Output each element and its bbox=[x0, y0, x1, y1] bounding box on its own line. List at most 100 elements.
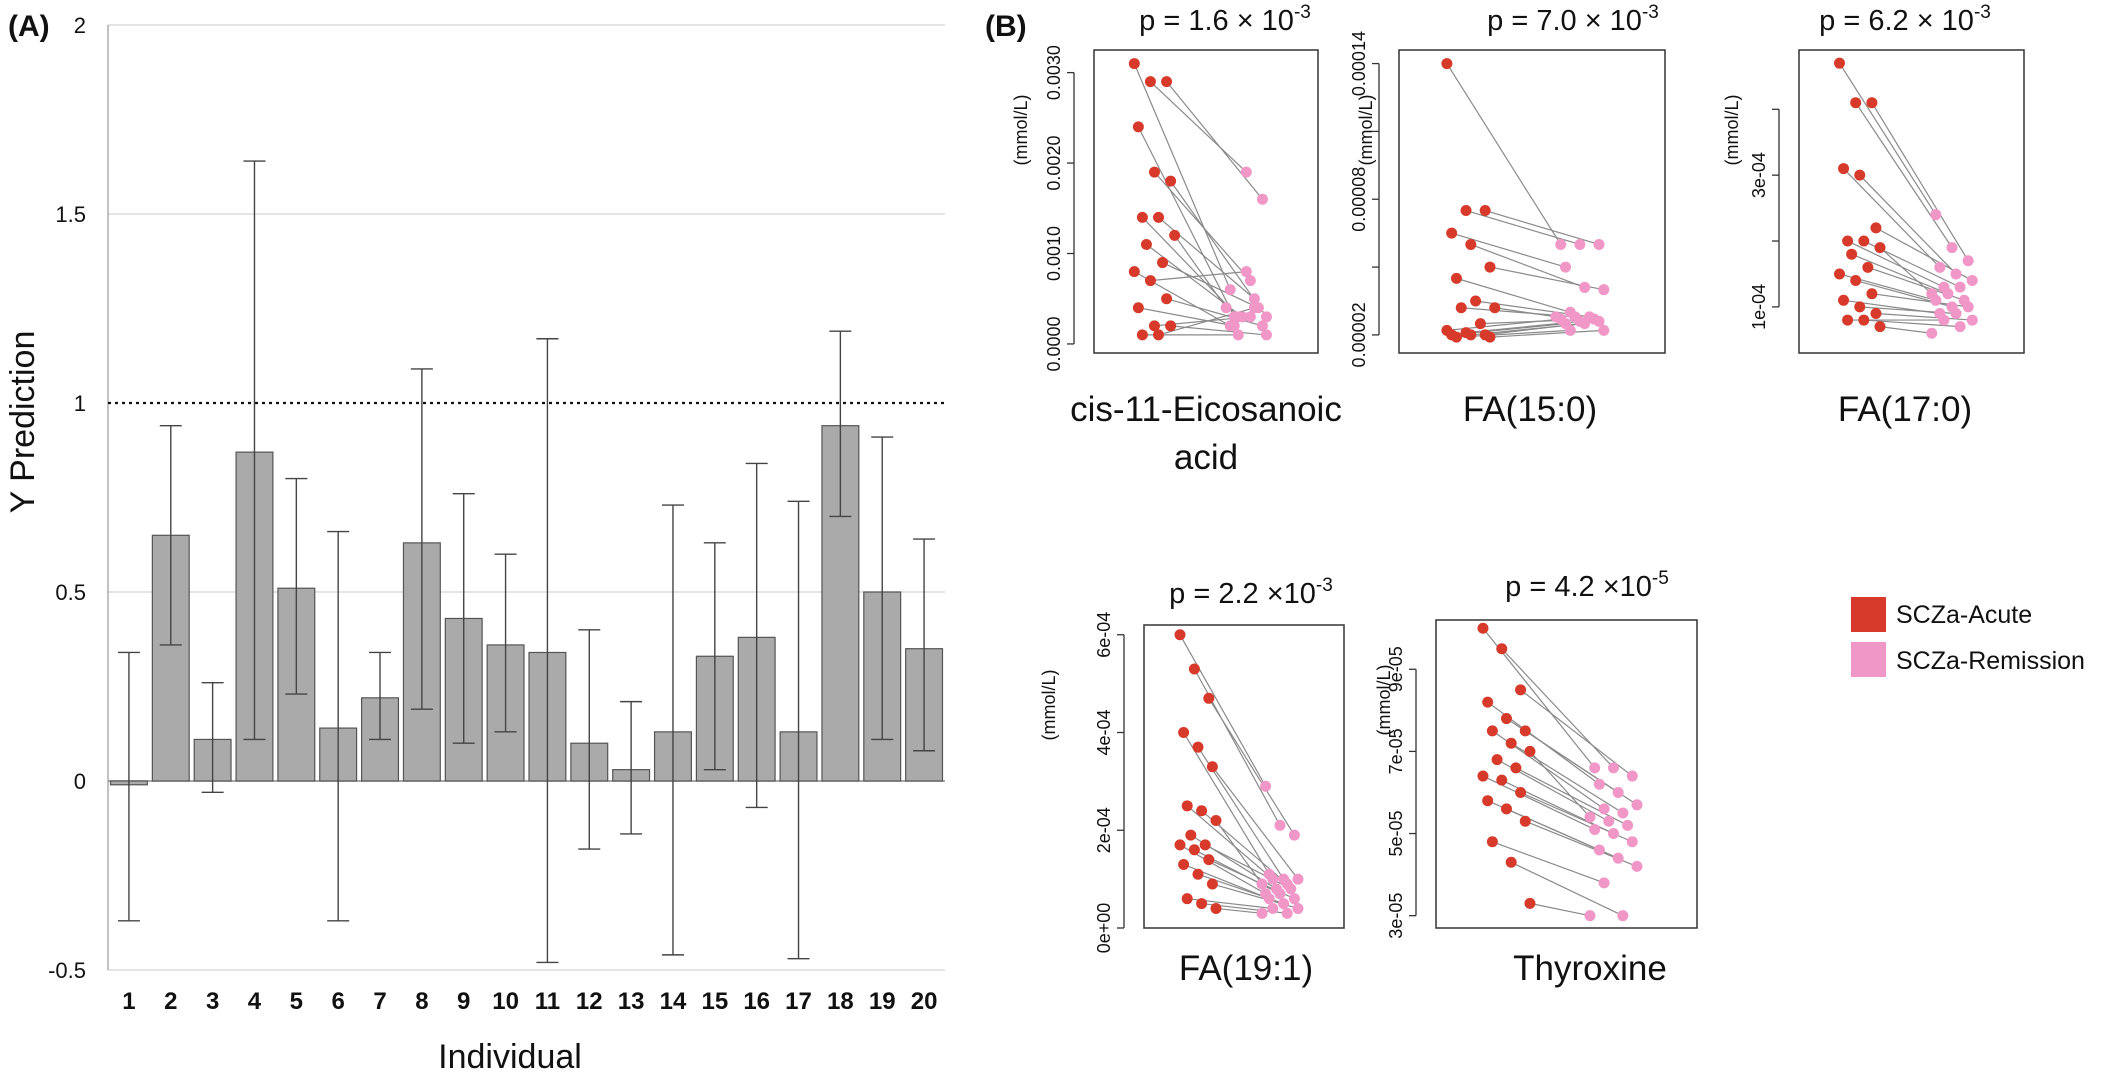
acute-point bbox=[1870, 307, 1882, 319]
acute-point bbox=[1874, 242, 1886, 254]
remission-point bbox=[1589, 762, 1601, 774]
pair-line bbox=[1859, 174, 1957, 275]
remission-point bbox=[1292, 902, 1304, 914]
error-bars bbox=[117, 160, 936, 964]
acute-point bbox=[1446, 227, 1458, 239]
remission-point bbox=[1930, 294, 1942, 306]
subplot-p-value: p = 2.2 ×10-3 bbox=[1169, 575, 1333, 610]
acute-point bbox=[1858, 235, 1870, 247]
acute-point bbox=[1206, 878, 1218, 890]
x-tick-label: 12 bbox=[576, 988, 603, 1015]
remission-point bbox=[1598, 324, 1610, 336]
pair-line bbox=[1470, 243, 1585, 288]
subplot-y-unit: (mmol/L) bbox=[1356, 95, 1376, 166]
subplot-p-value: p = 7.0 × 10-3 bbox=[1487, 2, 1659, 37]
remission-point bbox=[1954, 281, 1966, 293]
remission-point bbox=[1946, 242, 1958, 254]
remission-point bbox=[1256, 193, 1268, 205]
subplot-frame bbox=[1435, 619, 1698, 929]
remission-point bbox=[1950, 268, 1962, 280]
remission-point bbox=[1244, 311, 1256, 323]
remission-point bbox=[1256, 320, 1268, 332]
pair-line bbox=[1208, 697, 1295, 836]
acute-point bbox=[1174, 839, 1186, 851]
pair-line bbox=[1838, 62, 1937, 215]
legend-label-remission: SCZa-Remission bbox=[1896, 647, 2085, 675]
error-bar bbox=[369, 651, 392, 741]
error-bar bbox=[410, 368, 433, 710]
y-tick-label: 2 bbox=[74, 13, 86, 38]
acute-point bbox=[1128, 58, 1140, 70]
remission-point bbox=[1598, 284, 1610, 296]
x-axis-title: Individual bbox=[438, 1038, 582, 1076]
acute-point bbox=[1505, 737, 1517, 749]
pair-line bbox=[1158, 216, 1255, 300]
remission-point bbox=[1574, 238, 1586, 250]
acute-point bbox=[1496, 643, 1508, 655]
acute-point bbox=[1450, 272, 1462, 284]
pair-line bbox=[1456, 277, 1571, 313]
pair-line bbox=[1855, 102, 1953, 248]
remission-point bbox=[1598, 803, 1610, 815]
acute-point bbox=[1484, 331, 1496, 343]
acute-point bbox=[1524, 897, 1536, 909]
remission-point bbox=[1966, 314, 1978, 326]
error-bar bbox=[578, 629, 601, 850]
error-bar bbox=[243, 160, 266, 741]
x-tick-label: 11 bbox=[535, 988, 560, 1015]
acute-point bbox=[1866, 97, 1878, 109]
acute-point bbox=[1165, 175, 1177, 187]
pair-line bbox=[1871, 102, 1969, 262]
pair-line bbox=[1465, 209, 1581, 246]
subplot-p-value: p = 1.6 × 10-3 bbox=[1139, 2, 1311, 37]
error-bar bbox=[703, 542, 726, 771]
subplot-y-unit: (mmol/L) bbox=[1374, 665, 1394, 736]
subplot-y-tick-label: 0.0000 bbox=[1044, 316, 1064, 371]
acute-point bbox=[1165, 320, 1177, 332]
acute-point bbox=[1161, 76, 1173, 88]
x-tick-label: 20 bbox=[911, 988, 938, 1015]
panel-b-tag: (B) bbox=[985, 10, 1027, 43]
remission-point bbox=[1612, 786, 1624, 798]
remission-point bbox=[1593, 844, 1605, 856]
acute-point bbox=[1136, 329, 1148, 341]
subplot-y-unit: (mmol/L) bbox=[1722, 95, 1742, 166]
remission-point bbox=[1263, 893, 1275, 905]
error-bar bbox=[159, 424, 182, 646]
pair-line bbox=[1133, 63, 1231, 290]
remission-point bbox=[1934, 261, 1946, 273]
subplot-metabolite-name: cis-11-Eicosanoic bbox=[1070, 390, 1342, 429]
points bbox=[1128, 58, 1272, 341]
acute-point bbox=[1148, 320, 1160, 332]
error-bar bbox=[745, 462, 768, 809]
acute-point bbox=[1188, 663, 1200, 675]
acute-point bbox=[1185, 829, 1197, 841]
remission-point bbox=[1274, 819, 1286, 831]
subplot-y-tick-label: 7e-05 bbox=[1386, 728, 1406, 774]
x-tick-label: 14 bbox=[660, 988, 687, 1015]
legend-item-acute: SCZa-Acute bbox=[1851, 597, 2032, 632]
y-tick-label: 0 bbox=[74, 769, 86, 794]
bars bbox=[109, 425, 944, 786]
panel-a-bar-chart: (A) Y Prediction Individual -0.5 0 0.5 1 1.5… bbox=[4, 10, 945, 1076]
pair-line bbox=[1529, 751, 1591, 818]
y-tick-labels: -0.5 0 0.5 1 1.5 2 bbox=[48, 13, 86, 983]
subplot-y-tick-label: 4e-04 bbox=[1094, 709, 1114, 755]
pair-line bbox=[1183, 732, 1270, 875]
remission-point bbox=[1220, 302, 1232, 314]
acute-point bbox=[1866, 288, 1878, 300]
acute-point bbox=[1846, 248, 1858, 260]
pair-line bbox=[1211, 766, 1299, 880]
acute-point bbox=[1482, 795, 1494, 807]
subplot-y-tick-label: 1e-04 bbox=[1749, 284, 1769, 330]
acute-point bbox=[1192, 741, 1204, 753]
remission-point bbox=[1593, 238, 1605, 250]
acute-point bbox=[1210, 902, 1222, 914]
pair-line bbox=[1529, 902, 1591, 917]
y-tick-label: 1 bbox=[74, 391, 86, 416]
acute-point bbox=[1519, 815, 1531, 827]
subplot-p-value: p = 6.2 × 10-3 bbox=[1819, 2, 1991, 37]
remission-point bbox=[1278, 898, 1290, 910]
acute-point bbox=[1210, 814, 1222, 826]
